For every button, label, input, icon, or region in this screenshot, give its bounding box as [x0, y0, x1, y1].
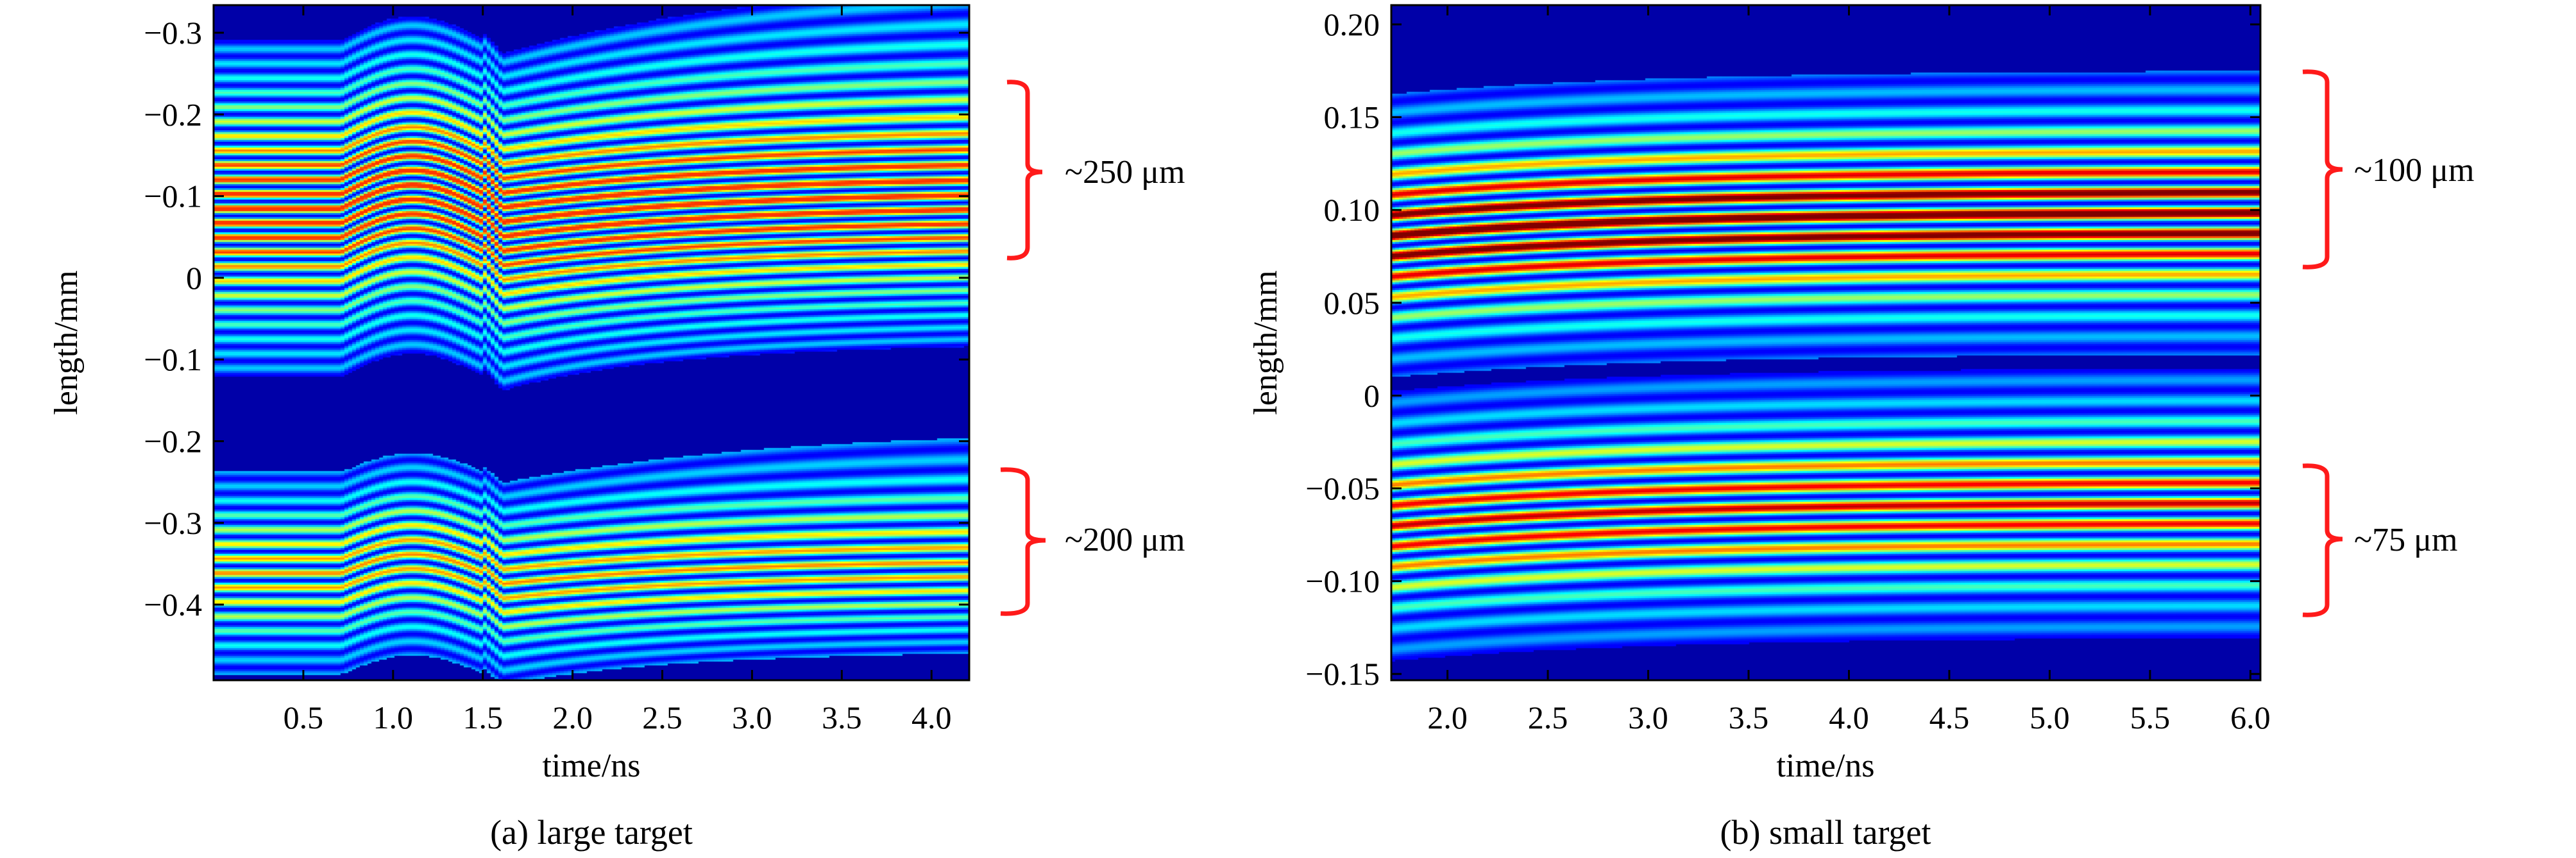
x-tick-label: 5.5 [2130, 699, 2171, 735]
y-tick-label: −0.1 [144, 341, 202, 377]
annotation-upper: ~250 μm [1065, 154, 1185, 191]
y-tick-label: 0.15 [1324, 99, 1380, 135]
y-axis-label: length/mm [48, 270, 85, 415]
heatmap-small-target [1391, 5, 2260, 680]
panel-a: 0.5 1.0 1.5 2.0 2.5 3.0 3.5 4.0 −0.3−0.2−0.10−0… [48, 4, 1185, 852]
y-tick-label: 0.10 [1324, 192, 1380, 228]
bracket-lower [2302, 463, 2343, 617]
y-tick-label: −0.10 [1305, 563, 1380, 599]
plot-frame [212, 4, 970, 682]
annotation-lower: ~75 μm [2354, 522, 2457, 558]
y-tick-label: −0.3 [144, 15, 202, 51]
x-tick-label: 3.5 [1729, 699, 1769, 735]
x-tick-label: 3.0 [1628, 699, 1668, 735]
y-tick-label: −0.15 [1305, 656, 1380, 692]
x-axis-label: time/ns [542, 748, 640, 784]
y-tick-label: −0.05 [1305, 470, 1380, 506]
x-tick-label: 3.0 [732, 699, 772, 735]
annotation-lower: ~200 μm [1065, 522, 1185, 558]
y-axis-label: length/mm [1248, 270, 1284, 415]
caption: (b) small target [1720, 813, 1931, 852]
x-tick-label: 0.5 [284, 699, 324, 735]
annotation-upper: ~100 μm [2354, 152, 2474, 189]
x-tick-label: 3.5 [822, 699, 862, 735]
y-tick-label: 0.20 [1324, 6, 1380, 42]
y-tick-label: −0.2 [144, 424, 202, 459]
x-tick-label: 6.0 [2230, 699, 2271, 735]
y-tick-label: −0.4 [144, 587, 202, 622]
y-tick-label: 0 [1364, 377, 1380, 413]
x-tick-label: 5.0 [2029, 699, 2070, 735]
x-ticks: 0.5 1.0 1.5 2.0 2.5 3.0 3.5 4.0 [284, 5, 952, 735]
y-tick-label: 0 [186, 260, 202, 296]
bracket-upper [2302, 69, 2343, 270]
x-tick-label: 4.0 [911, 699, 952, 735]
y-tick-label: −0.2 [144, 96, 202, 132]
x-tick-label: 2.5 [642, 699, 682, 735]
y-ticks: 0.20 0.15 0.10 0.05 0 −0.05 −0.10 −0.15 [1305, 6, 2260, 692]
x-tick-label: 2.5 [1528, 699, 1568, 735]
x-tick-label: 1.5 [462, 699, 503, 735]
y-tick-label: −0.3 [144, 505, 202, 541]
panel-b: 2.0 2.5 3.0 3.5 4.0 4.5 5.0 5.5 6.0 0.20 0.15 0.10… [1248, 4, 2474, 852]
x-tick-label: 2.0 [1427, 699, 1468, 735]
x-ticks: 2.0 2.5 3.0 3.5 4.0 4.5 5.0 5.5 6.0 [1427, 5, 2271, 735]
caption: (a) large target [490, 813, 693, 852]
x-tick-label: 4.0 [1829, 699, 1869, 735]
x-tick-label: 1.0 [373, 699, 414, 735]
x-tick-label: 2.0 [552, 699, 593, 735]
heatmap-large-target [214, 5, 969, 680]
y-tick-label: −0.1 [144, 178, 202, 214]
x-axis-label: time/ns [1776, 748, 1874, 784]
x-tick-label: 4.5 [1929, 699, 1970, 735]
y-tick-label: 0.05 [1324, 285, 1380, 321]
plot-frame [1390, 4, 2262, 682]
bracket-lower [1000, 467, 1046, 616]
bracket-upper [1006, 80, 1043, 261]
y-ticks: −0.3 −0.2 −0.1 0 −0.1 −0.2 −0.3 −0.4 [144, 15, 969, 622]
